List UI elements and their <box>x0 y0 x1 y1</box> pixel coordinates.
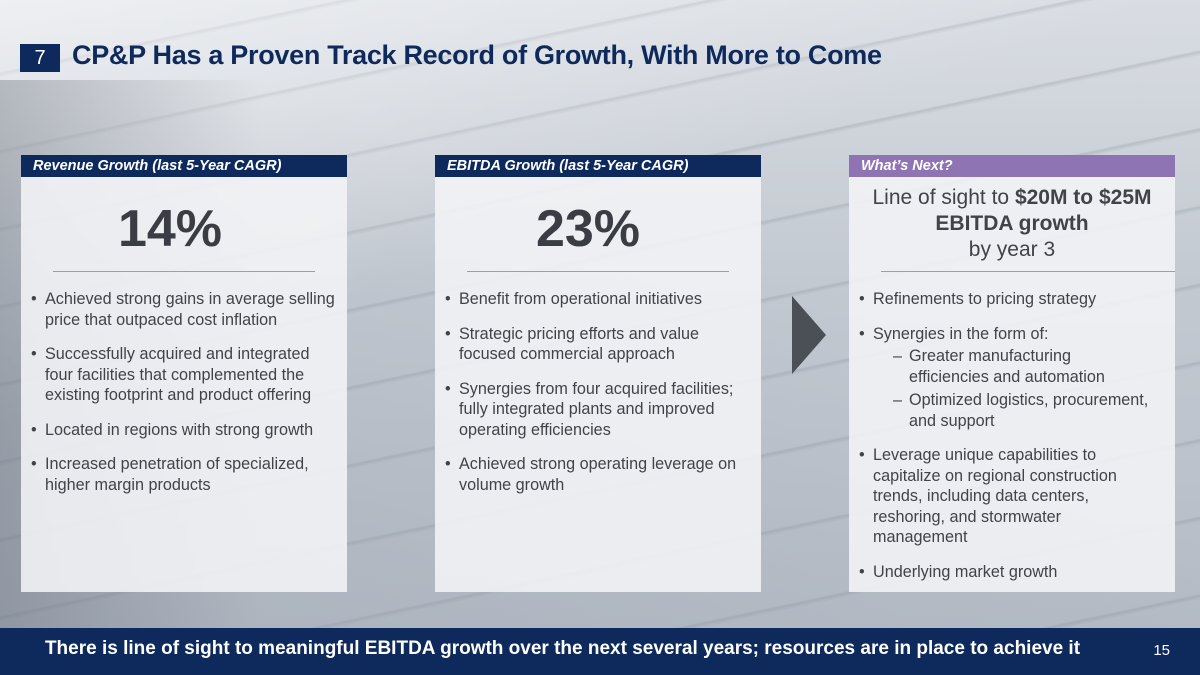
list-item: Achieved strong gains in average selling… <box>29 289 341 330</box>
list-item: Synergies from four acquired facilities;… <box>443 379 755 441</box>
section-number-badge: 7 <box>20 44 60 72</box>
sub-list-item: Optimized logistics, procurement, and su… <box>873 390 1155 431</box>
target-prefix: Line of sight to <box>872 186 1015 209</box>
footer-banner: There is line of sight to meaningful EBI… <box>0 628 1200 675</box>
target-timeframe: by year 3 <box>968 238 1056 261</box>
revenue-growth-panel: Revenue Growth (last 5-Year CAGR) 14% Ac… <box>21 155 347 592</box>
divider <box>53 271 315 272</box>
sub-list-item: Greater manufacturing efficiencies and a… <box>873 346 1155 387</box>
ebitda-cagr-value: 23% <box>535 200 641 258</box>
divider <box>467 271 729 272</box>
page-number: 15 <box>1153 642 1170 659</box>
whats-next-panel-header: What’s Next? <box>849 155 1175 177</box>
divider <box>881 271 1175 272</box>
list-item-text: Synergies in the form of: <box>873 324 1049 343</box>
list-item: Strategic pricing efforts and value focu… <box>443 324 755 365</box>
list-item: Achieved strong operating leverage on vo… <box>443 454 755 495</box>
revenue-bullet-list: Achieved strong gains in average selling… <box>29 289 341 509</box>
target-amount: $20M to $25M EBITDA growth <box>935 186 1152 235</box>
list-item: Increased penetration of specialized, hi… <box>29 454 341 495</box>
whats-next-panel: What’s Next? Line of sight to $20M to $2… <box>849 155 1175 592</box>
whats-next-bullet-list: Refinements to pricing strategy Synergie… <box>857 289 1155 596</box>
ebitda-growth-panel: EBITDA Growth (last 5-Year CAGR) 23% Ben… <box>435 155 761 592</box>
synergies-sub-list: Greater manufacturing efficiencies and a… <box>873 346 1155 431</box>
list-item: Leverage unique capabilities to capitali… <box>857 445 1155 548</box>
revenue-cagr-value: 14% <box>117 200 223 258</box>
slide-title: CP&P Has a Proven Track Record of Growth… <box>72 40 882 70</box>
list-item: Successfully acquired and integrated fou… <box>29 344 341 406</box>
revenue-panel-header: Revenue Growth (last 5-Year CAGR) <box>21 155 347 177</box>
ebitda-bullet-list: Benefit from operational initiatives Str… <box>443 289 755 509</box>
list-item: Underlying market growth <box>857 562 1155 583</box>
list-item: Benefit from operational initiatives <box>443 289 755 310</box>
footer-message: There is line of sight to meaningful EBI… <box>44 638 1081 659</box>
ebitda-panel-header: EBITDA Growth (last 5-Year CAGR) <box>435 155 761 177</box>
list-item: Synergies in the form of: Greater manufa… <box>857 324 1155 432</box>
ebitda-target-statement: Line of sight to $20M to $25M EBITDA gro… <box>849 185 1175 263</box>
chevron-right-icon <box>792 296 826 374</box>
list-item: Located in regions with strong growth <box>29 420 341 441</box>
list-item: Refinements to pricing strategy <box>857 289 1155 310</box>
